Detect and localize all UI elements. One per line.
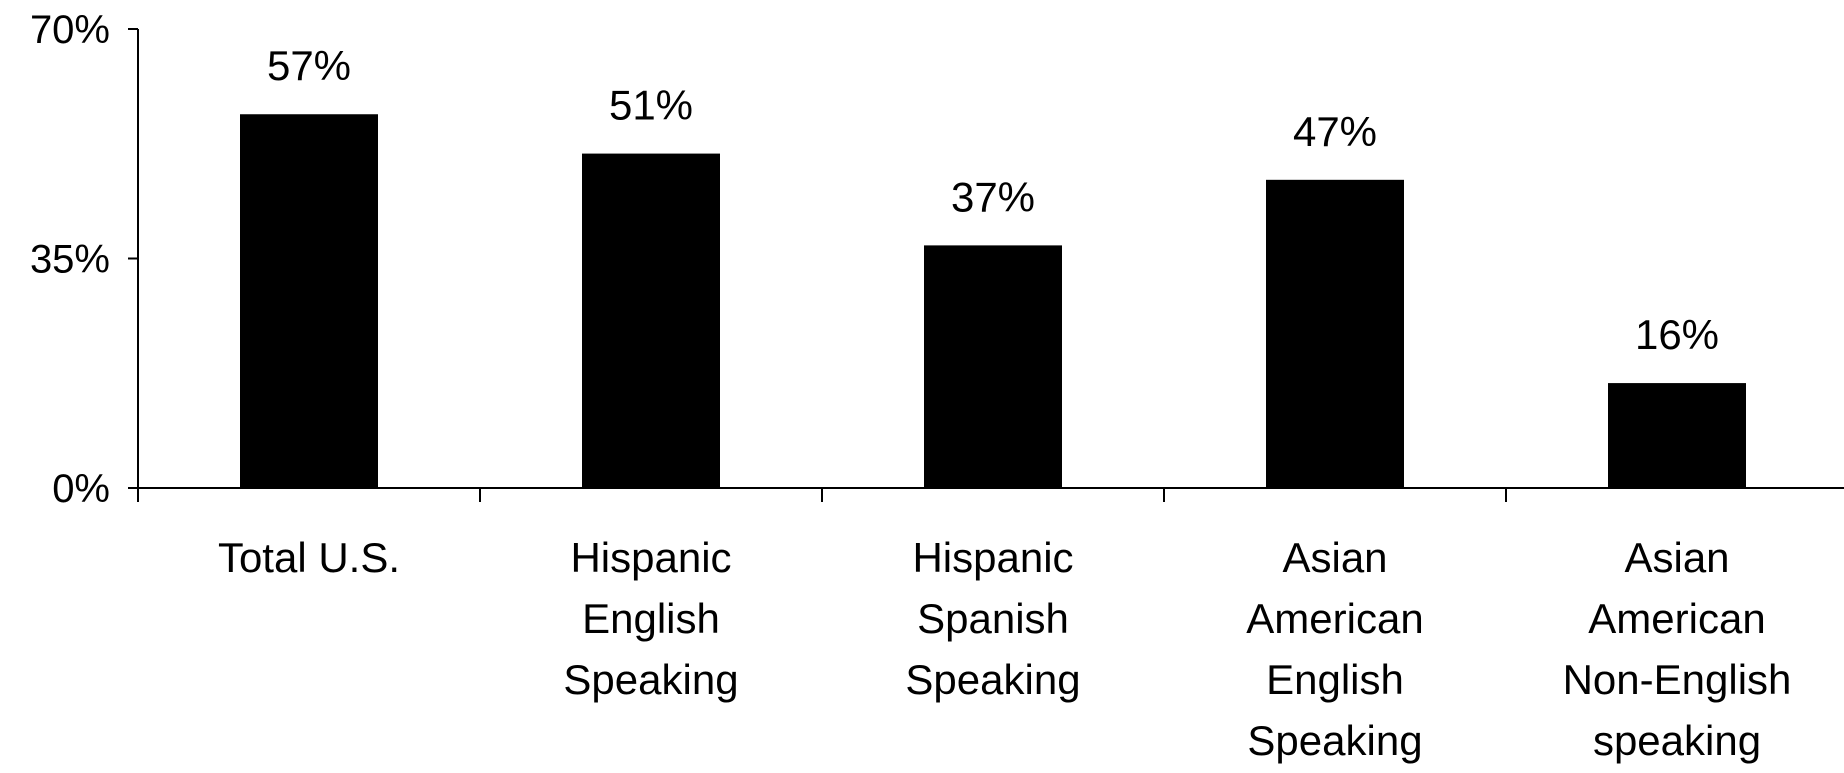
y-tick-label: 0% xyxy=(52,467,110,511)
bar xyxy=(582,153,720,489)
x-tick-label: Total U.S. xyxy=(218,534,400,581)
y-tick-label: 35% xyxy=(30,238,110,282)
bar xyxy=(1608,383,1746,488)
axes: 0% 35% 70% xyxy=(30,8,1844,511)
bar xyxy=(924,245,1062,488)
x-tick-label: Asian American Non-English speaking xyxy=(1563,534,1792,764)
data-label: 47% xyxy=(1293,108,1377,155)
data-label: 37% xyxy=(951,173,1035,220)
data-labels: 57% 51% 37% 47% 16% xyxy=(267,42,1719,358)
bars xyxy=(240,114,1746,489)
x-tick-label: Asian American English Speaking xyxy=(1246,534,1423,764)
bar xyxy=(240,114,378,488)
x-tick-label: Hispanic Spanish Speaking xyxy=(905,534,1080,703)
data-label: 57% xyxy=(267,42,351,89)
bar xyxy=(1266,179,1404,489)
data-label: 51% xyxy=(609,82,693,129)
y-tick-label: 70% xyxy=(30,8,110,52)
x-tick-label: Hispanic English Speaking xyxy=(563,534,738,703)
category-labels: Total U.S. Hispanic English Speaking Hispani… xyxy=(218,534,1791,764)
data-label: 16% xyxy=(1635,311,1719,358)
